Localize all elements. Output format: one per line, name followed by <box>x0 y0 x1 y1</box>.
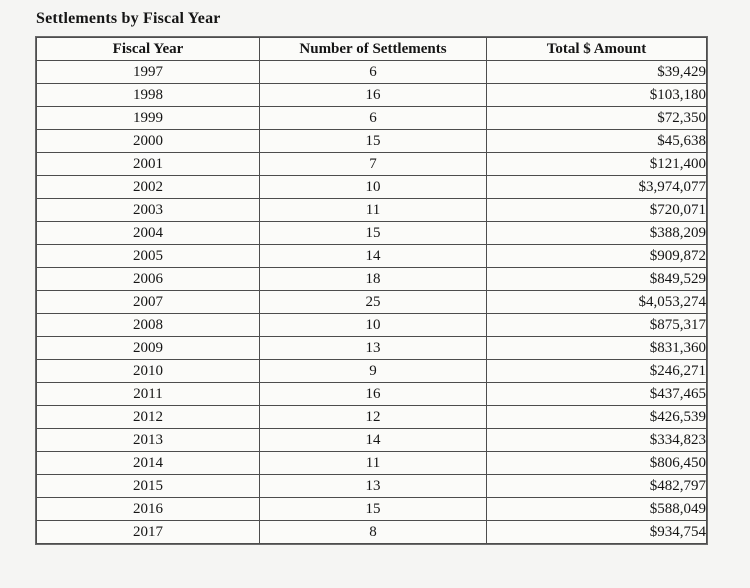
fiscal-year-cell: 2013 <box>36 428 260 452</box>
settlement-count-cell: 9 <box>259 359 487 383</box>
table-row: 2010 9 $246,271 <box>36 359 707 383</box>
fiscal-year-cell: 2009 <box>36 336 260 360</box>
total-amount-cell: $909,872 <box>486 244 707 268</box>
fiscal-year-cell: 2015 <box>36 474 260 498</box>
total-amount-cell: $934,754 <box>486 520 707 544</box>
fiscal-year-cell: 2003 <box>36 198 260 222</box>
total-amount-cell: $39,429 <box>486 60 707 84</box>
fiscal-year-cell: 2007 <box>36 290 260 314</box>
table-row: 2014 11 $806,450 <box>36 451 707 475</box>
table-row: 1999 6 $72,350 <box>36 106 707 130</box>
table-row: 2009 13 $831,360 <box>36 336 707 360</box>
settlement-count-cell: 11 <box>259 451 487 475</box>
table-row: 2007 25 $4,053,274 <box>36 290 707 314</box>
settlement-count-cell: 16 <box>259 382 487 406</box>
total-amount-cell: $875,317 <box>486 313 707 337</box>
fiscal-year-cell: 2002 <box>36 175 260 199</box>
fiscal-year-cell: 1998 <box>36 83 260 107</box>
settlement-count-cell: 8 <box>259 520 487 544</box>
fiscal-year-cell: 2014 <box>36 451 260 475</box>
page-title: Settlements by Fiscal Year <box>36 10 221 27</box>
settlement-count-cell: 25 <box>259 290 487 314</box>
table-row: 2005 14 $909,872 <box>36 244 707 268</box>
total-amount-cell: $334,823 <box>486 428 707 452</box>
table-row: 2016 15 $588,049 <box>36 497 707 521</box>
fiscal-year-cell: 2001 <box>36 152 260 176</box>
settlement-count-cell: 15 <box>259 221 487 245</box>
settlement-count-cell: 18 <box>259 267 487 291</box>
fiscal-year-cell: 2006 <box>36 267 260 291</box>
table-body: 1997 6 $39,429 1998 16 $103,180 1999 6 $… <box>36 60 707 544</box>
column-header-fiscal-year: Fiscal Year <box>36 37 260 61</box>
fiscal-year-cell: 1997 <box>36 60 260 84</box>
fiscal-year-cell: 1999 <box>36 106 260 130</box>
table-row: 2011 16 $437,465 <box>36 382 707 406</box>
fiscal-year-cell: 2012 <box>36 405 260 429</box>
total-amount-cell: $4,053,274 <box>486 290 707 314</box>
settlements-table: Fiscal Year Number of Settlements Total … <box>35 36 708 545</box>
fiscal-year-cell: 2005 <box>36 244 260 268</box>
table-row: 2012 12 $426,539 <box>36 405 707 429</box>
table-row: 1997 6 $39,429 <box>36 60 707 84</box>
table-row: 2001 7 $121,400 <box>36 152 707 176</box>
fiscal-year-cell: 2000 <box>36 129 260 153</box>
total-amount-cell: $849,529 <box>486 267 707 291</box>
total-amount-cell: $45,638 <box>486 129 707 153</box>
settlement-count-cell: 12 <box>259 405 487 429</box>
fiscal-year-cell: 2011 <box>36 382 260 406</box>
total-amount-cell: $720,071 <box>486 198 707 222</box>
total-amount-cell: $121,400 <box>486 152 707 176</box>
column-header-number-of-settlements: Number of Settlements <box>259 37 487 61</box>
table-row: 1998 16 $103,180 <box>36 83 707 107</box>
total-amount-cell: $3,974,077 <box>486 175 707 199</box>
table-header-row: Fiscal Year Number of Settlements Total … <box>36 37 707 61</box>
settlement-count-cell: 14 <box>259 428 487 452</box>
total-amount-cell: $388,209 <box>486 221 707 245</box>
table-row: 2002 10 $3,974,077 <box>36 175 707 199</box>
settlement-count-cell: 13 <box>259 336 487 360</box>
table-row: 2017 8 $934,754 <box>36 520 707 544</box>
settlement-count-cell: 7 <box>259 152 487 176</box>
table-row: 2006 18 $849,529 <box>36 267 707 291</box>
total-amount-cell: $806,450 <box>486 451 707 475</box>
total-amount-cell: $103,180 <box>486 83 707 107</box>
column-header-total-amount: Total $ Amount <box>486 37 707 61</box>
settlement-count-cell: 10 <box>259 313 487 337</box>
settlement-count-cell: 13 <box>259 474 487 498</box>
total-amount-cell: $246,271 <box>486 359 707 383</box>
fiscal-year-cell: 2004 <box>36 221 260 245</box>
settlement-count-cell: 6 <box>259 60 487 84</box>
settlement-count-cell: 15 <box>259 129 487 153</box>
table-row: 2008 10 $875,317 <box>36 313 707 337</box>
fiscal-year-cell: 2017 <box>36 520 260 544</box>
table-row: 2003 11 $720,071 <box>36 198 707 222</box>
fiscal-year-cell: 2008 <box>36 313 260 337</box>
total-amount-cell: $588,049 <box>486 497 707 521</box>
fiscal-year-cell: 2010 <box>36 359 260 383</box>
settlement-count-cell: 10 <box>259 175 487 199</box>
total-amount-cell: $426,539 <box>486 405 707 429</box>
total-amount-cell: $482,797 <box>486 474 707 498</box>
settlement-count-cell: 6 <box>259 106 487 130</box>
settlement-count-cell: 16 <box>259 83 487 107</box>
table-row: 2015 13 $482,797 <box>36 474 707 498</box>
table-row: 2004 15 $388,209 <box>36 221 707 245</box>
fiscal-year-cell: 2016 <box>36 497 260 521</box>
table-row: 2013 14 $334,823 <box>36 428 707 452</box>
settlement-count-cell: 11 <box>259 198 487 222</box>
total-amount-cell: $831,360 <box>486 336 707 360</box>
settlement-count-cell: 15 <box>259 497 487 521</box>
total-amount-cell: $437,465 <box>486 382 707 406</box>
settlement-count-cell: 14 <box>259 244 487 268</box>
table-row: 2000 15 $45,638 <box>36 129 707 153</box>
total-amount-cell: $72,350 <box>486 106 707 130</box>
